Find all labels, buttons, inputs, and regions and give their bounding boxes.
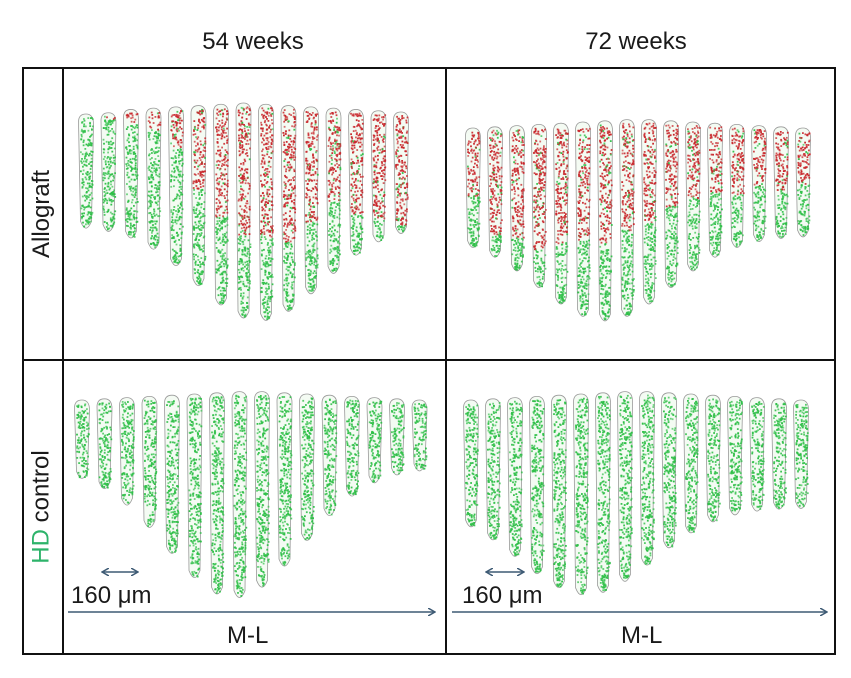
- slice-14: [366, 397, 383, 484]
- slice-8: [619, 119, 635, 317]
- scale-bar-label-left: 160 μm: [71, 582, 152, 609]
- slice-outline: [619, 119, 635, 317]
- slice-2: [487, 126, 503, 258]
- slices-allograft-54: [78, 102, 409, 321]
- grid-divider-vertical: [445, 67, 447, 655]
- slice-2: [96, 398, 113, 490]
- slice-14: [751, 125, 767, 242]
- slice-15: [389, 398, 405, 476]
- slice-16: [793, 399, 809, 509]
- slice-7: [595, 392, 611, 593]
- slice-9: [258, 103, 274, 321]
- slice-5: [168, 106, 184, 267]
- slices-hd-54: [74, 391, 428, 598]
- ml-axis-label-left: M-L: [227, 622, 269, 649]
- slice-8: [231, 391, 248, 598]
- figure-grid: [22, 67, 836, 655]
- slice-3: [509, 125, 525, 272]
- slice-1: [74, 399, 90, 479]
- slice-6: [573, 393, 589, 596]
- hd-label-suffix: control: [28, 450, 55, 530]
- slice-15: [773, 126, 789, 239]
- column-header-72-weeks: 72 weeks: [585, 28, 687, 55]
- panel-hd-control-72-weeks: [447, 361, 834, 653]
- panel-allograft-54-weeks: [64, 69, 445, 359]
- slice-11: [299, 393, 315, 541]
- slice-16: [795, 127, 811, 238]
- column-header-54-weeks: 54 weeks: [202, 28, 304, 55]
- hd-label-prefix: HD: [28, 529, 55, 564]
- slice-14: [370, 110, 387, 243]
- slice-9: [639, 391, 655, 566]
- slice-1: [463, 399, 479, 528]
- slice-15: [393, 111, 409, 234]
- grid-divider-label-column: [62, 67, 64, 655]
- scale-bar-label-right: 160 μm: [462, 582, 543, 609]
- slice-13: [348, 109, 364, 256]
- slice-4: [141, 395, 158, 528]
- slice-2: [485, 398, 501, 541]
- slices-allograft-72: [465, 119, 811, 322]
- slice-3: [119, 397, 135, 506]
- slice-14: [749, 397, 765, 512]
- slice-13: [727, 395, 743, 516]
- slice-5: [551, 394, 567, 589]
- slice-3: [507, 397, 523, 557]
- slice-1: [465, 127, 481, 248]
- slice-9: [254, 391, 270, 588]
- ml-axis-label-right: M-L: [621, 622, 663, 649]
- slice-10: [661, 392, 677, 549]
- slice-12: [705, 394, 721, 523]
- slice-9: [641, 119, 657, 305]
- row-label-hd-control-cell: HD control: [22, 361, 62, 653]
- slice-1: [78, 113, 94, 229]
- slice-7: [597, 120, 613, 322]
- slices-hd-72: [463, 391, 809, 596]
- slice-10: [276, 392, 293, 567]
- slice-12: [325, 107, 342, 274]
- slice-8: [235, 102, 252, 319]
- slice-2: [100, 112, 117, 232]
- slice-4: [529, 395, 545, 575]
- slice-outline: [617, 391, 633, 582]
- row-label-allograft: Allograft: [28, 169, 56, 259]
- slice-6: [190, 105, 207, 287]
- slice-11: [685, 121, 701, 272]
- slice-12: [321, 394, 338, 517]
- panel-allograft-72-weeks: [447, 69, 834, 359]
- slice-12: [707, 122, 723, 258]
- slice-10: [663, 120, 679, 288]
- slice-15: [771, 398, 787, 510]
- slice-7: [209, 392, 225, 595]
- slice-6: [575, 121, 591, 317]
- slice-4: [531, 123, 547, 288]
- row-label-allograft-cell: Allograft: [22, 69, 62, 359]
- slice-5: [553, 122, 569, 305]
- slice-8: [617, 391, 633, 582]
- slice-outline: [303, 106, 319, 295]
- grid-divider-horizontal: [22, 359, 836, 361]
- panel-hd-control-54-weeks: [64, 361, 445, 653]
- slice-3: [123, 109, 139, 239]
- row-label-hd-control: HD control: [28, 450, 56, 563]
- slice-7: [213, 103, 229, 306]
- slice-11: [683, 393, 699, 534]
- slice-13: [344, 395, 360, 497]
- slice-4: [145, 107, 162, 250]
- slice-13: [729, 123, 745, 248]
- slice-16: [411, 399, 428, 472]
- slice-5: [164, 394, 180, 554]
- slice-10: [280, 105, 297, 312]
- slice-6: [186, 393, 203, 579]
- slice-11: [303, 106, 319, 295]
